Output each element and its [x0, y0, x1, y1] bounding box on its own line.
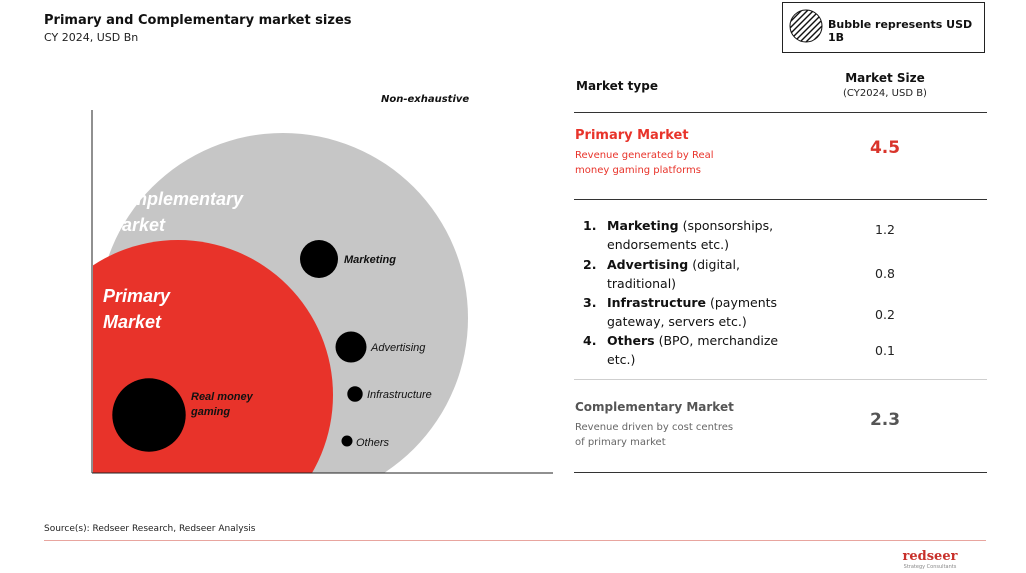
bubble-label-marketing: Marketing — [344, 254, 396, 266]
page-subtitle: CY 2024, USD Bn — [44, 31, 139, 44]
complementary-region-label-line2: Market — [107, 215, 166, 235]
table-header-divider — [574, 112, 987, 113]
primary-market-description: Revenue generated by Real money gaming p… — [575, 148, 765, 178]
primary-region-label-line1: Primary — [103, 286, 171, 306]
list-item-number: 4. — [583, 333, 597, 348]
complementary-market-description-line1: Revenue driven by cost centres — [575, 422, 734, 433]
primary-market-title: Primary Market — [575, 128, 689, 143]
complementary-market-value: 2.3 — [869, 410, 901, 430]
list-item-text-line2: endorsements etc.) — [607, 237, 730, 252]
items-section-divider — [574, 379, 987, 380]
list-item-value: 0.1 — [875, 343, 895, 358]
column-header-market-size-unit: (CY2024, USD B) — [843, 88, 927, 99]
complementary-region-label-line1: Complementary — [107, 189, 244, 209]
list-item-bold: Others — [607, 333, 655, 348]
complementary-market-description-line2: of primary market — [575, 437, 666, 448]
bubble-legend: Bubble represents USD 1B — [782, 2, 985, 53]
list-item: 3. Infrastructure (payments gateway, serv… — [583, 293, 793, 331]
company-logo: redseer Strategy Consultants — [900, 549, 960, 571]
list-item-value: 0.2 — [875, 307, 895, 322]
list-item-text-line2: etc.) — [607, 352, 636, 367]
primary-market-description-line2: money gaming platforms — [575, 165, 702, 176]
bubble-chart: Complementary Market Primary Market Real… — [91, 110, 553, 474]
list-item: 2. Advertising (digital, traditional) — [583, 255, 793, 293]
logo-name: redseer — [902, 549, 958, 564]
list-item: 1. Marketing (sponsorships, endorsements … — [583, 216, 793, 254]
list-item-text-line2: traditional) — [607, 276, 677, 291]
legend-label: Bubble represents USD 1B — [828, 18, 973, 44]
footer-divider — [44, 540, 986, 541]
complementary-market-title: Complementary Market — [575, 400, 734, 414]
primary-region-label-line2: Market — [103, 312, 162, 332]
list-item-text: (BPO, merchandize — [654, 333, 779, 348]
primary-section-divider — [574, 199, 987, 200]
primary-market-description-line1: Revenue generated by Real — [575, 150, 714, 161]
list-item-value: 1.2 — [875, 222, 895, 237]
list-item-bold: Marketing — [607, 218, 679, 233]
bubble-marketing — [300, 240, 338, 278]
list-item-value: 0.8 — [875, 266, 895, 281]
table-bottom-divider — [574, 472, 987, 473]
bubble-label-others: Others — [356, 437, 390, 449]
non-exhaustive-note: Non-exhaustive — [381, 94, 470, 105]
bubble-label-infrastructure: Infrastructure — [367, 389, 432, 401]
logo-tagline: Strategy Consultants — [903, 564, 957, 570]
primary-market-value: 4.5 — [869, 138, 901, 158]
bubble-group: Real money gaming Marketing Advertising Infr… — [112, 240, 432, 452]
list-item-number: 1. — [583, 218, 597, 233]
list-item-number: 3. — [583, 295, 597, 310]
complementary-market-description: Revenue driven by cost centres of primar… — [575, 420, 765, 450]
bubble-label-real-money-gaming-line2: gaming — [190, 406, 230, 418]
list-item-bold: Infrastructure — [607, 295, 706, 310]
hatched-bubble-icon — [789, 9, 823, 43]
column-header-market-type: Market type — [576, 79, 658, 93]
bubble-label-advertising: Advertising — [370, 342, 426, 354]
page-title: Primary and Complementary market sizes — [44, 13, 352, 28]
list-item: 4. Others (BPO, merchandize etc.) — [583, 331, 793, 369]
list-item-text-line2: gateway, servers etc.) — [607, 314, 747, 329]
list-item-text: (digital, — [688, 257, 740, 272]
list-item-text: (sponsorships, — [678, 218, 774, 233]
source-note: Source(s): Redseer Research, Redseer Ana… — [44, 524, 256, 534]
list-item-text: (payments — [706, 295, 778, 310]
column-header-market-size: Market Size — [845, 71, 925, 85]
bubble-infrastructure — [347, 386, 363, 402]
bubble-others — [341, 435, 353, 447]
list-item-bold: Advertising — [607, 257, 689, 272]
bubble-label-real-money-gaming-line1: Real money — [191, 391, 254, 403]
bubble-advertising — [335, 331, 367, 363]
bubble-real-money-gaming — [112, 378, 186, 452]
list-item-number: 2. — [583, 257, 597, 272]
